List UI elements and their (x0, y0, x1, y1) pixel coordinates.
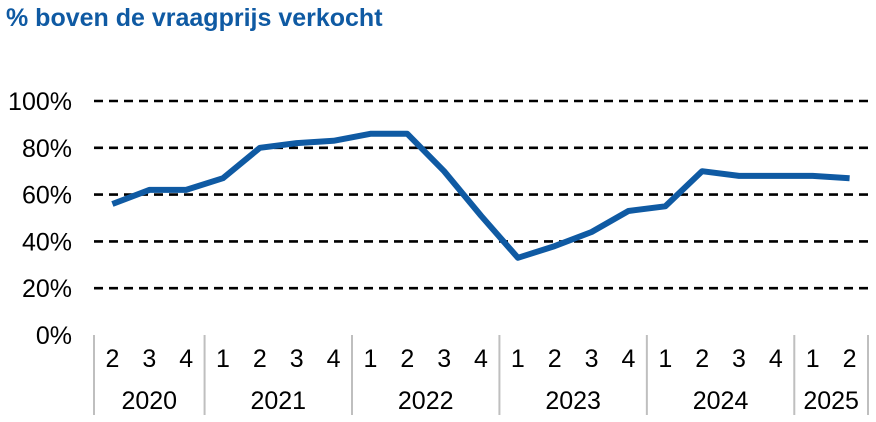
data-point (331, 138, 337, 144)
data-point (146, 187, 152, 193)
x-year-label: 2025 (803, 387, 859, 415)
data-point (109, 201, 115, 207)
data-point (847, 175, 853, 181)
x-quarter-label: 2 (695, 345, 709, 373)
x-quarter-label: 3 (437, 345, 451, 373)
data-point (699, 168, 705, 174)
y-tick-label: 0% (36, 322, 72, 350)
x-year-label: 2022 (398, 387, 454, 415)
x-quarter-label: 4 (769, 345, 783, 373)
data-point (773, 173, 779, 179)
x-quarter-label: 4 (179, 345, 193, 373)
data-point (257, 145, 263, 151)
y-tick-label: 80% (22, 135, 72, 163)
y-tick-label: 100% (8, 88, 72, 116)
x-year-label: 2024 (693, 387, 749, 415)
x-quarter-label: 3 (732, 345, 746, 373)
x-quarter-label: 2 (253, 345, 267, 373)
data-point (736, 173, 742, 179)
x-quarter-label: 3 (585, 345, 599, 373)
data-point (625, 208, 631, 214)
series (109, 130, 853, 261)
data-point (294, 140, 300, 146)
y-tick-label: 40% (22, 228, 72, 256)
data-point (404, 131, 410, 137)
data-point (441, 168, 447, 174)
data-point (515, 255, 521, 261)
x-quarter-label: 1 (511, 345, 525, 373)
x-quarter-label: 2 (105, 345, 119, 373)
x-quarter-label: 1 (806, 345, 820, 373)
x-year-label: 2020 (121, 387, 177, 415)
chart-title: % boven de vraagprijs verkocht (6, 4, 383, 32)
data-point (662, 203, 668, 209)
data-point (220, 175, 226, 181)
data-point (810, 173, 816, 179)
data-point (367, 131, 373, 137)
y-axis-ticks: 0% 20% 40% 60% 80% 100% (8, 88, 72, 350)
x-quarter-label: 3 (290, 345, 304, 373)
x-quarter-label: 1 (658, 345, 672, 373)
x-year-label: 2023 (545, 387, 601, 415)
x-quarter-label: 4 (621, 345, 635, 373)
x-quarter-label: 4 (474, 345, 488, 373)
data-point (552, 243, 558, 249)
y-tick-label: 60% (22, 182, 72, 210)
gridlines (94, 99, 868, 290)
x-quarter-label: 2 (548, 345, 562, 373)
data-point (589, 229, 595, 235)
data-point (478, 213, 484, 219)
x-quarter-label: 3 (142, 345, 156, 373)
x-quarter-label: 1 (363, 345, 377, 373)
y-tick-label: 20% (22, 275, 72, 303)
x-quarter-label: 4 (327, 345, 341, 373)
x-year-label: 2021 (250, 387, 306, 415)
x-quarter-label: 2 (843, 345, 857, 373)
series-line (111, 130, 850, 261)
data-point (183, 187, 189, 193)
x-quarter-label: 2 (400, 345, 414, 373)
x-quarter-label: 1 (216, 345, 230, 373)
